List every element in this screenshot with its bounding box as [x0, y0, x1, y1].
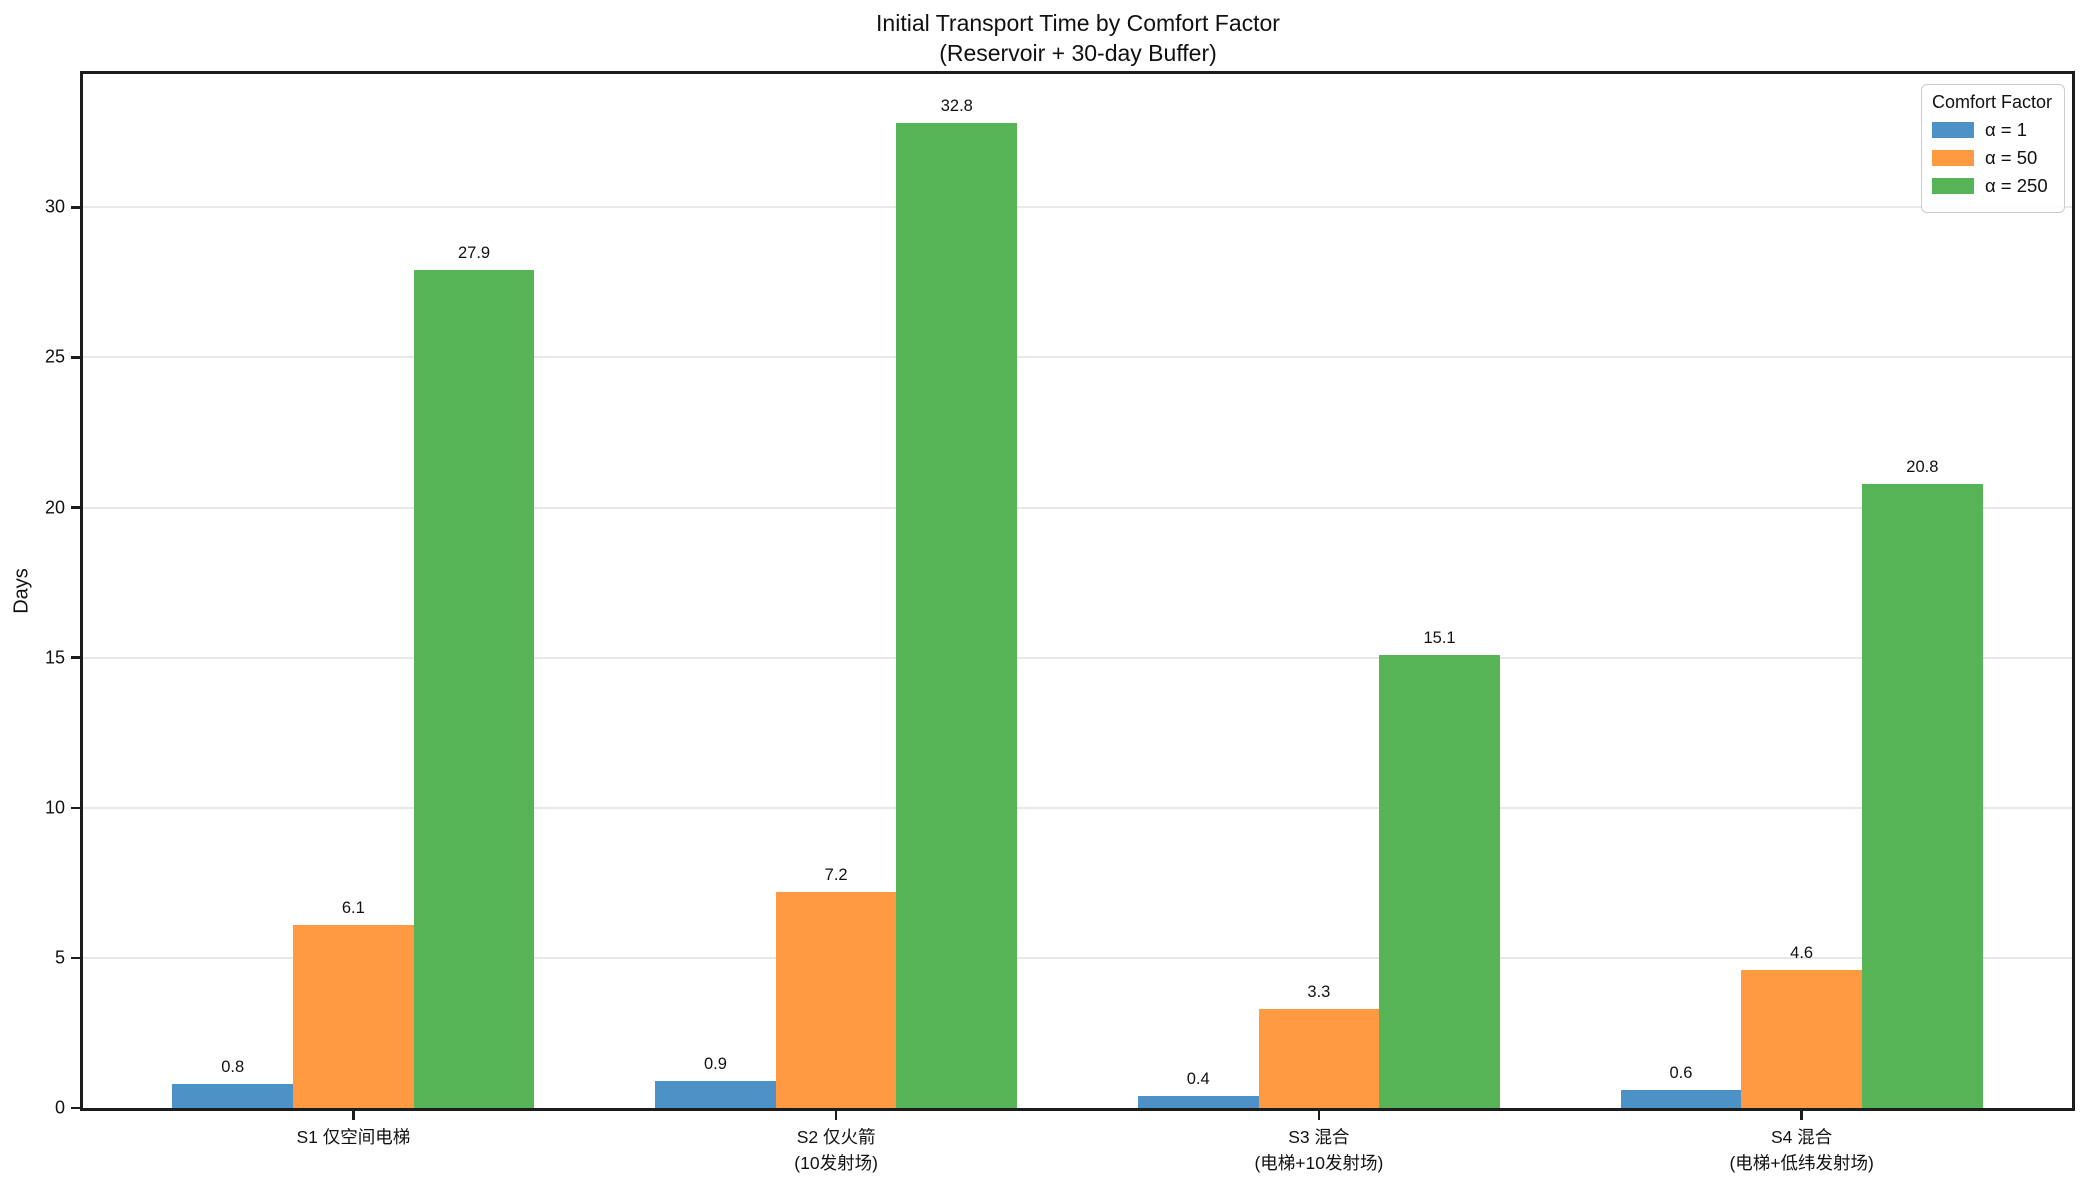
y-axis-tick-label: 15: [44, 647, 65, 668]
y-axis-tick-label: 30: [44, 196, 65, 217]
bar-value-label: 0.8: [221, 1057, 245, 1076]
bar-value-label: 15.1: [1423, 628, 1456, 647]
y-axis-tick-label: 0: [54, 1097, 65, 1118]
y-axis-tick: [71, 806, 80, 810]
y-axis-tick: [71, 206, 80, 209]
bar: [1137, 1096, 1259, 1108]
bar-value-label: 32.8: [940, 97, 973, 116]
x-axis-tick-label-line: S2 仅火箭: [796, 1127, 876, 1147]
gridline: [83, 506, 2072, 509]
bar: [172, 1083, 293, 1108]
x-axis-tick: [834, 1111, 838, 1120]
bar-value-label: 0.4: [1186, 1070, 1210, 1088]
bar-value-label: 7.2: [824, 865, 848, 884]
bar-value-label: 4.6: [1790, 943, 1814, 962]
chart-title-line2: (Reservoir + 30-day Buffer): [939, 40, 1217, 66]
bar: [1861, 483, 1983, 1108]
bar-value-label: 20.8: [1906, 457, 1939, 476]
y-axis-tick-label: 10: [44, 797, 65, 818]
bar: [1741, 969, 1862, 1108]
bar-value-label: 27.9: [457, 244, 491, 263]
gridline: [83, 356, 2072, 359]
legend-swatch: [1931, 150, 1974, 166]
gridline: [83, 656, 2072, 659]
x-axis-tick: [352, 1111, 355, 1120]
legend-title: Comfort Factor: [1931, 92, 2052, 112]
legend-item: α = 1: [1931, 119, 2052, 141]
x-axis-tick-label: S2 仅火箭 (10发射场): [794, 1124, 878, 1176]
x-axis-tick-label-line: (电梯+低纬发射场): [1729, 1153, 1874, 1173]
y-axis-tick-label: 20: [44, 497, 65, 518]
y-axis-tick-label: 5: [54, 947, 65, 968]
bar-value-label: 0.9: [703, 1054, 727, 1073]
bar: [775, 891, 897, 1108]
y-axis-tick: [71, 956, 80, 960]
bar: [293, 924, 414, 1108]
legend-label: α = 50: [1984, 147, 2038, 168]
chart-title-line1: Initial Transport Time by Comfort Factor: [876, 10, 1280, 36]
legend: Comfort Factor α = 1 α = 50 α = 250: [1920, 84, 2065, 213]
bar: [1620, 1090, 1742, 1108]
x-axis-tick: [1800, 1111, 1803, 1120]
x-axis-tick-label-line: (10发射场): [794, 1153, 878, 1173]
bar: [413, 270, 535, 1108]
x-axis-tick-label: S1 仅空间电梯: [296, 1124, 410, 1150]
bar: [896, 123, 1018, 1108]
bar: [1258, 1008, 1380, 1108]
legend-item: α = 50: [1931, 147, 2052, 169]
x-axis-tick-label: S4 混合 (电梯+低纬发射场): [1729, 1124, 1873, 1176]
legend-items: α = 1 α = 50 α = 250: [1931, 119, 2052, 197]
y-axis-label: Days: [10, 568, 33, 614]
gridline: [83, 806, 2072, 809]
bar: [1379, 654, 1500, 1108]
y-axis-tick: [71, 356, 80, 359]
x-axis-tick-label-line: (电梯+10发射场): [1254, 1153, 1384, 1173]
y-axis-tick-label: 25: [44, 346, 65, 367]
bar-value-label: 3.3: [1307, 982, 1331, 1001]
bar-value-label: 6.1: [341, 898, 365, 917]
x-axis-tick-label-line: S1 仅空间电梯: [296, 1127, 411, 1147]
gridline: [83, 956, 2072, 959]
gridline: [83, 206, 2072, 209]
x-axis-tick-label-line: S3 混合: [1288, 1127, 1350, 1147]
y-axis-tick: [71, 506, 80, 509]
x-axis-tick: [1317, 1111, 1321, 1120]
legend-label: α = 250: [1984, 175, 2048, 196]
y-axis-tick: [71, 1106, 80, 1110]
bar: [655, 1080, 776, 1108]
legend-label: α = 1: [1984, 119, 2028, 140]
plot-area: 0.8 0.9 0.4 0.6 6.1 7.2 3.3 4.6 27.9 32.8 15.1 20.8: [80, 71, 2075, 1111]
legend-swatch: [1931, 122, 1974, 138]
chart-title: Initial Transport Time by Comfort Factor…: [876, 8, 1280, 68]
legend-swatch: [1931, 178, 1974, 194]
x-axis-tick-label-line: S4 混合: [1771, 1127, 1833, 1147]
legend-item: α = 250: [1931, 175, 2052, 197]
y-axis-tick: [71, 656, 80, 659]
x-axis-tick-label: S3 混合 (电梯+10发射场): [1254, 1124, 1383, 1176]
bar-value-label: 0.6: [1669, 1064, 1693, 1082]
